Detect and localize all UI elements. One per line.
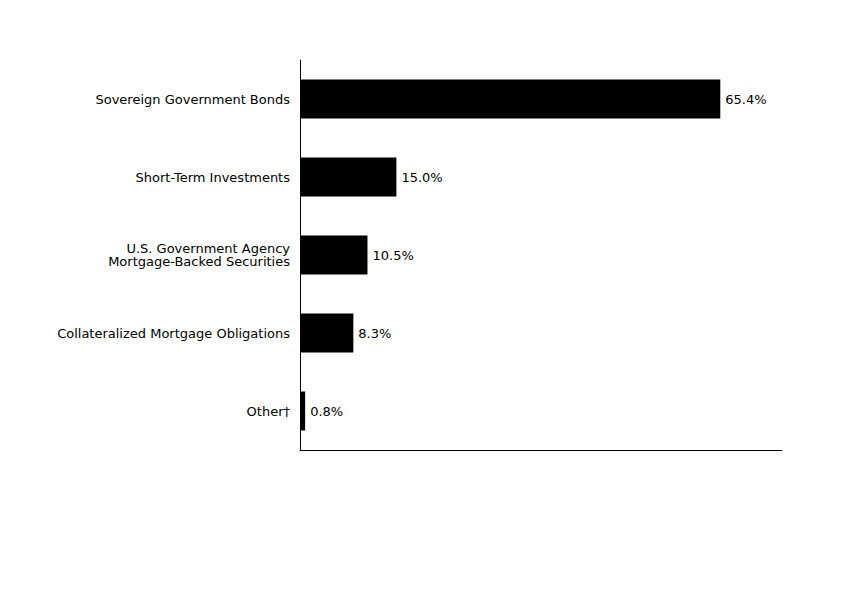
svg-text:Short-Term Investments: Short-Term Investments <box>136 170 291 185</box>
svg-text:Sovereign Government Bonds: Sovereign Government Bonds <box>95 92 290 107</box>
svg-text:U.S. Government Agency: U.S. Government Agency <box>126 241 290 256</box>
svg-text:15.0%: 15.0% <box>401 170 442 185</box>
svg-text:65.4%: 65.4% <box>725 92 766 107</box>
svg-text:Other†: Other† <box>247 404 291 419</box>
svg-text:0.8%: 0.8% <box>310 404 343 419</box>
svg-text:Mortgage-Backed Securities: Mortgage-Backed Securities <box>108 254 290 269</box>
svg-text:10.5%: 10.5% <box>372 248 413 263</box>
svg-text:8.3%: 8.3% <box>358 326 391 341</box>
svg-text:Collateralized Mortgage Obliga: Collateralized Mortgage Obligations <box>57 326 290 341</box>
